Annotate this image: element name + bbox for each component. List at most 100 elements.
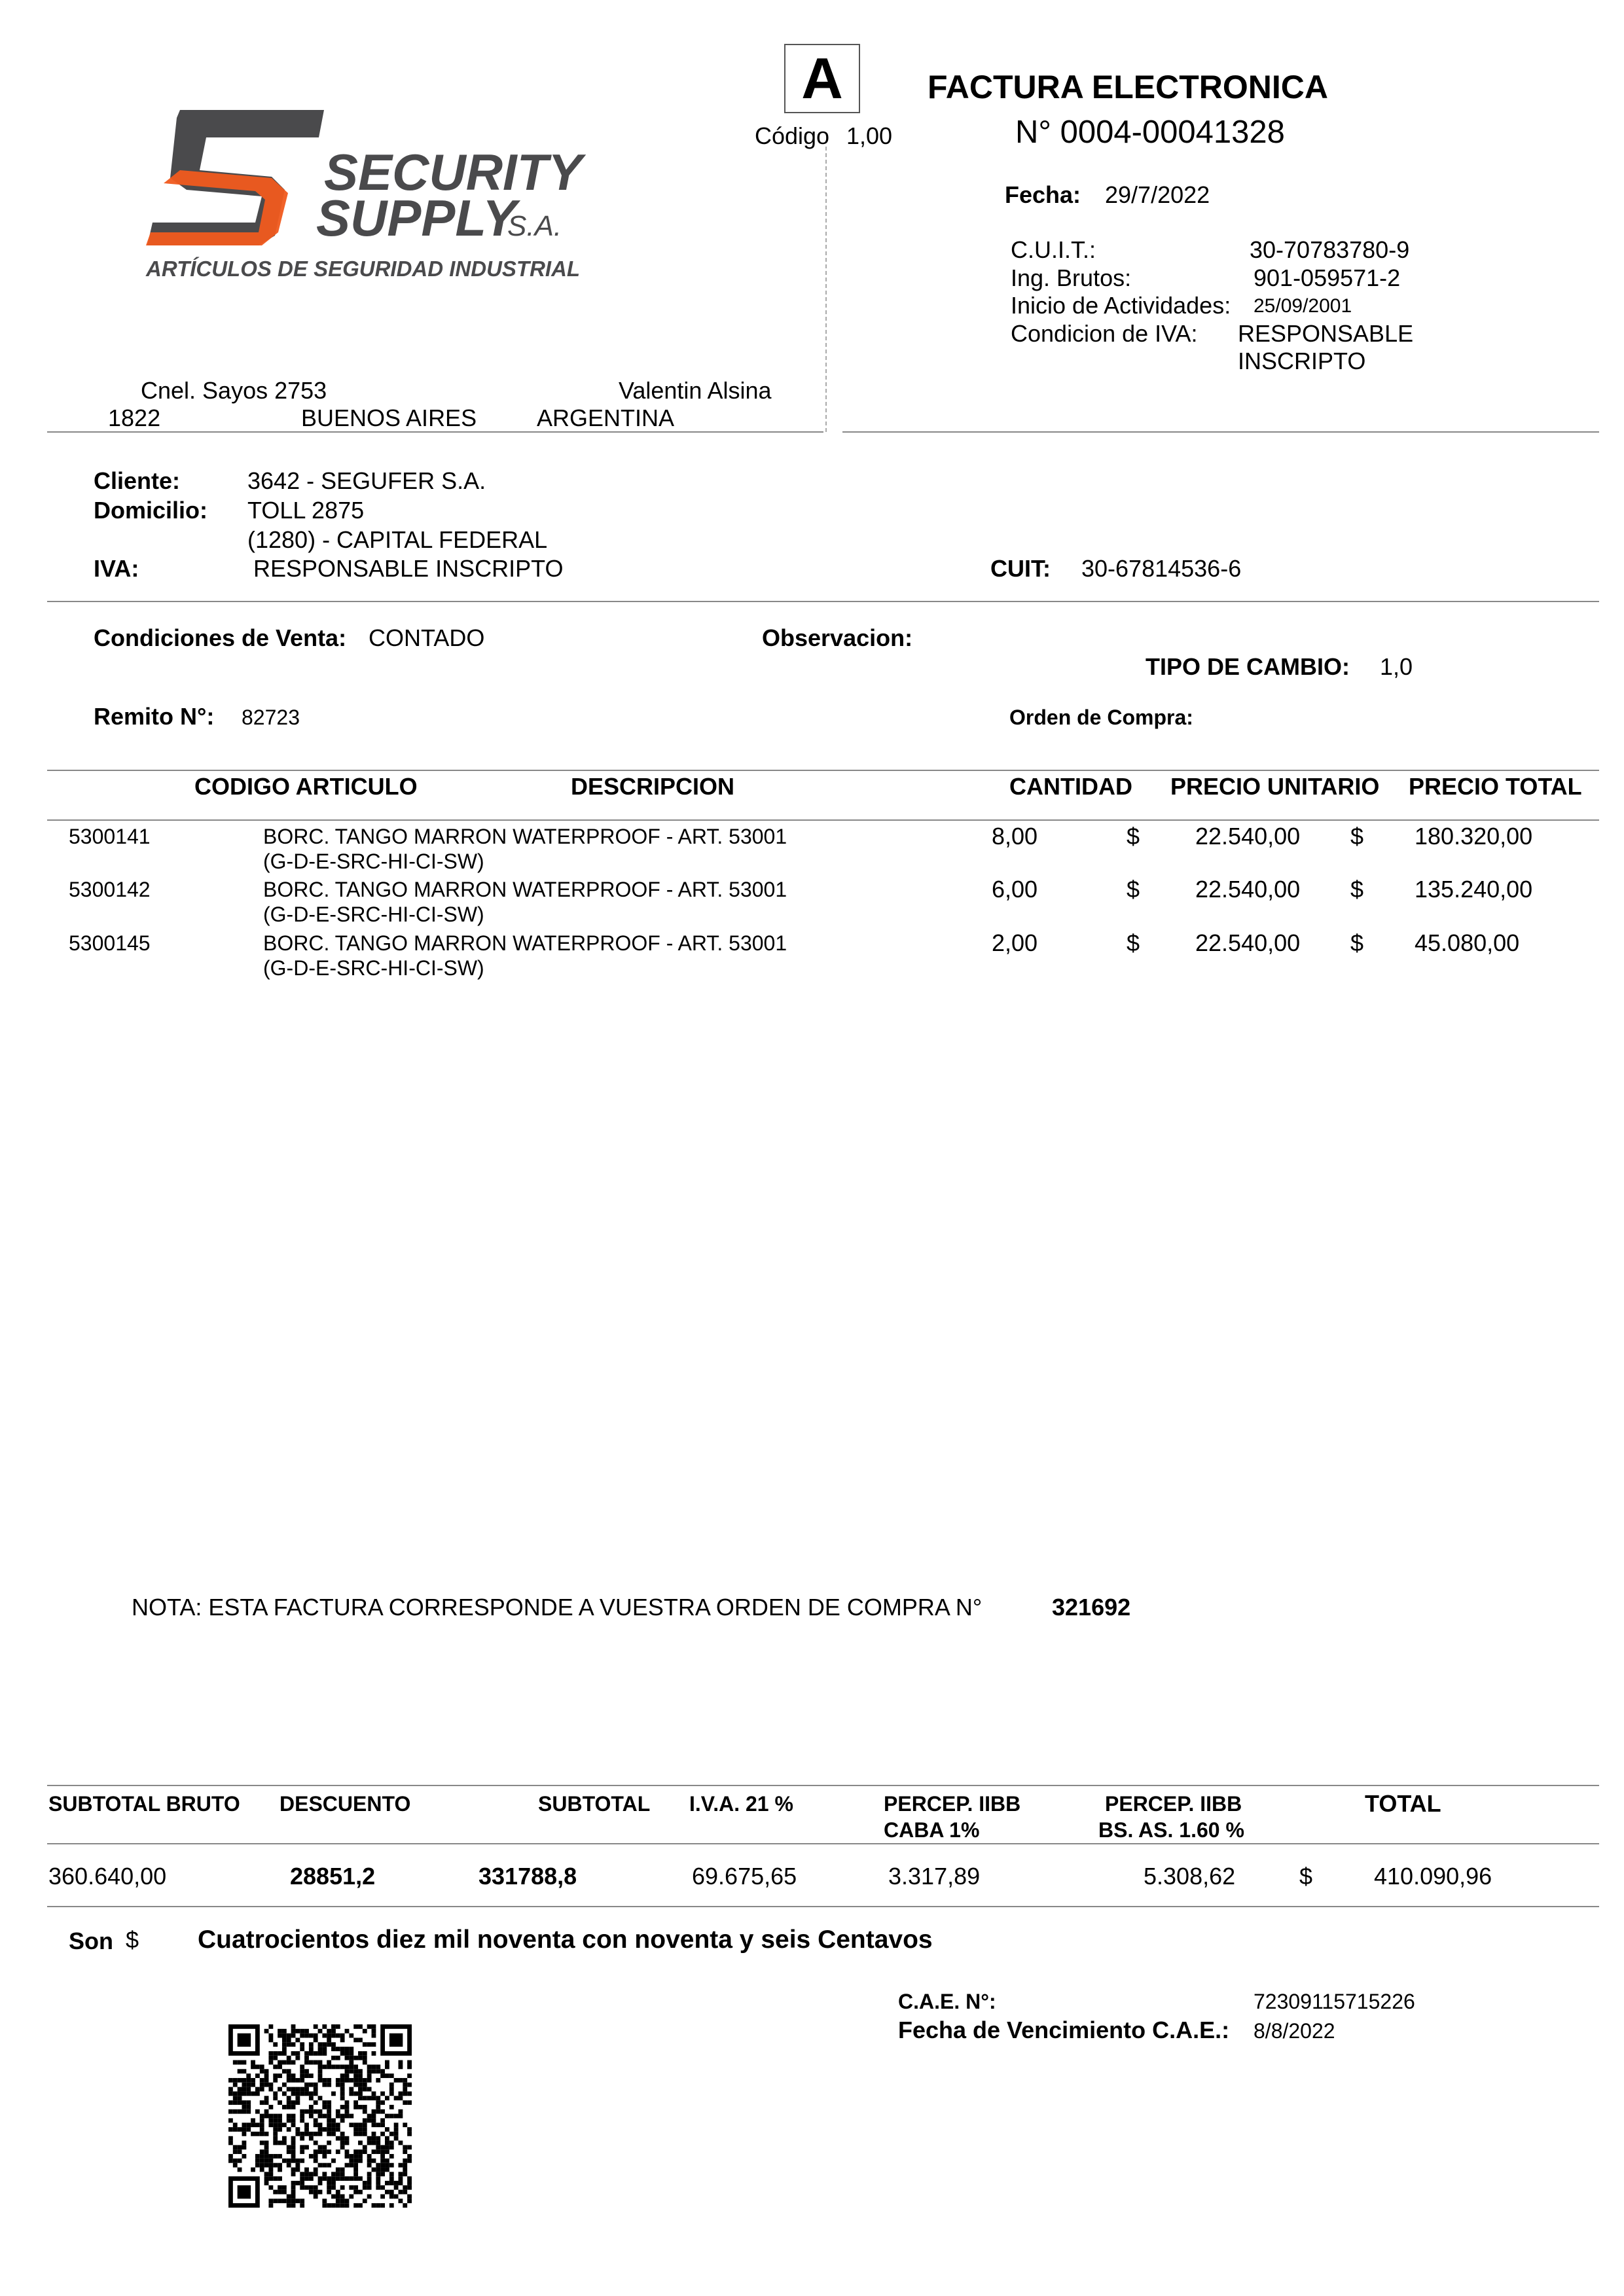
currency-symbol: $ [1127, 876, 1140, 903]
cliente-label: Cliente: [94, 467, 181, 494]
item-qty: 2,00 [992, 929, 1038, 956]
item-code: 5300141 [69, 825, 151, 848]
client-cuit-value: 30-67814536-6 [1081, 555, 1242, 582]
currency-symbol: $ [1127, 823, 1140, 850]
divider [47, 770, 1599, 771]
currency-symbol: $ [1350, 823, 1364, 850]
currency-symbol: $ [1350, 876, 1364, 903]
item-unit-price: 22.540,00 [1195, 823, 1301, 850]
inicio-label: Inicio de Actividades: [1011, 292, 1231, 319]
cae-value: 72309115715226 [1254, 1990, 1415, 2013]
note-text: NOTA: ESTA FACTURA CORRESPONDE A VUESTRA… [132, 1594, 983, 1621]
iva-condition-value-2: INSCRIPTO [1238, 348, 1366, 374]
divider [47, 1906, 1599, 1907]
header-codigo: CODIGO ARTICULO [194, 773, 418, 800]
header-vertical-divider [825, 147, 827, 432]
svg-text:SECURITY: SECURITY [324, 143, 586, 201]
codigo-label: Código [755, 122, 830, 149]
divider [47, 431, 823, 433]
currency-symbol: $ [1299, 1863, 1313, 1890]
son-label: Son [69, 1928, 113, 1954]
value-total: 410.090,96 [1374, 1863, 1492, 1890]
cambio-value: 1,0 [1380, 653, 1413, 680]
client-iva-value: RESPONSABLE INSCRIPTO [253, 555, 564, 582]
svg-text:SUPPLY: SUPPLY [316, 189, 520, 247]
address-locality: Valentin Alsina [619, 377, 772, 404]
header-precio-unitario: PRECIO UNITARIO [1170, 773, 1380, 800]
remito-value: 82723 [242, 706, 300, 729]
cliente-value: 3642 - SEGUFER S.A. [247, 467, 486, 494]
divider [47, 819, 1599, 821]
note-order: 321692 [1052, 1594, 1131, 1621]
value-iva: 69.675,65 [692, 1863, 797, 1890]
fecha-value: 29/7/2022 [1105, 181, 1210, 208]
divider [47, 601, 1599, 602]
header-descripcion: DESCRIPCION [571, 773, 735, 800]
divider [842, 431, 1599, 433]
totals-header-caba: PERCEP. IIBB [884, 1792, 1021, 1816]
observacion-label: Observacion: [762, 624, 913, 651]
domicilio-value-1: TOLL 2875 [247, 497, 365, 524]
value-descuento: 28851,2 [290, 1863, 376, 1890]
value-subtotal: 331788,8 [478, 1863, 577, 1890]
totals-header-bsas-2: BS. AS. 1.60 % [1098, 1818, 1244, 1842]
ib-label: Ing. Brutos: [1011, 264, 1132, 291]
header-precio-total: PRECIO TOTAL [1409, 773, 1582, 800]
totals-header-total: TOTAL [1365, 1790, 1441, 1817]
item-total: 135.240,00 [1415, 876, 1533, 903]
cae-label: C.A.E. N°: [898, 1990, 996, 2013]
inicio-value: 25/09/2001 [1254, 295, 1352, 317]
address-street: Cnel. Sayos 2753 [141, 377, 327, 404]
cambio-label: TIPO DE CAMBIO: [1146, 653, 1350, 680]
totals-header-subtotal: SUBTOTAL [538, 1792, 651, 1816]
address-province: BUENOS AIRES [301, 404, 477, 431]
item-total: 45.080,00 [1415, 929, 1520, 956]
client-iva-label: IVA: [94, 555, 139, 582]
venta-label: Condiciones de Venta: [94, 624, 347, 651]
totals-header-bsas: PERCEP. IIBB [1105, 1792, 1242, 1816]
cuit-value: 30-70783780-9 [1250, 236, 1410, 263]
item-description: BORC. TANGO MARRON WATERPROOF - ART. 530… [263, 825, 787, 848]
header-cantidad: CANTIDAD [1009, 773, 1132, 800]
value-subtotal-bruto: 360.640,00 [48, 1863, 167, 1890]
currency-symbol: $ [1350, 929, 1364, 956]
fecha-label: Fecha: [1005, 181, 1081, 208]
item-description-2: (G-D-E-SRC-HI-CI-SW) [263, 956, 484, 980]
domicilio-value-2: (1280) - CAPITAL FEDERAL [247, 526, 548, 553]
item-code: 5300145 [69, 931, 151, 955]
cae-venc-value: 8/8/2022 [1254, 2019, 1335, 2043]
item-qty: 8,00 [992, 823, 1038, 850]
son-text: Cuatrocientos diez mil noventa con noven… [198, 1926, 933, 1954]
invoice-number: N° 0004-00041328 [1015, 115, 1285, 150]
invoice-letter-box: A [784, 44, 860, 113]
iva-condition-label: Condicion de IVA: [1011, 320, 1198, 347]
item-code: 5300142 [69, 878, 151, 901]
item-unit-price: 22.540,00 [1195, 876, 1301, 903]
totals-header-iva: I.V.A. 21 % [689, 1792, 793, 1816]
address-country: ARGENTINA [537, 404, 675, 431]
totals-header-descuento: DESCUENTO [280, 1792, 411, 1816]
invoice-letter: A [801, 46, 843, 111]
venta-value: CONTADO [369, 624, 485, 651]
invoice-title: FACTURA ELECTRONICA [928, 69, 1329, 105]
totals-header-caba-2: CABA 1% [884, 1818, 980, 1842]
value-caba: 3.317,89 [888, 1863, 981, 1890]
item-qty: 6,00 [992, 876, 1038, 903]
son-currency: $ [126, 1926, 139, 1953]
orden-label: Orden de Compra: [1009, 706, 1193, 729]
item-unit-price: 22.540,00 [1195, 929, 1301, 956]
item-description-2: (G-D-E-SRC-HI-CI-SW) [263, 850, 484, 873]
totals-header-subtotal-bruto: SUBTOTAL BRUTO [48, 1792, 240, 1816]
value-bsas: 5.308,62 [1144, 1863, 1236, 1890]
qr-code [228, 2024, 412, 2208]
svg-text:S.A.: S.A. [507, 210, 562, 242]
cuit-label: C.U.I.T.: [1011, 236, 1096, 263]
currency-symbol: $ [1127, 929, 1140, 956]
item-description: BORC. TANGO MARRON WATERPROOF - ART. 530… [263, 878, 787, 901]
divider [47, 1843, 1599, 1844]
iva-condition-value-1: RESPONSABLE [1238, 320, 1414, 347]
item-description: BORC. TANGO MARRON WATERPROOF - ART. 530… [263, 931, 787, 955]
codigo-value: 1,00 [846, 122, 893, 149]
remito-label: Remito N°: [94, 703, 215, 730]
domicilio-label: Domicilio: [94, 497, 208, 524]
